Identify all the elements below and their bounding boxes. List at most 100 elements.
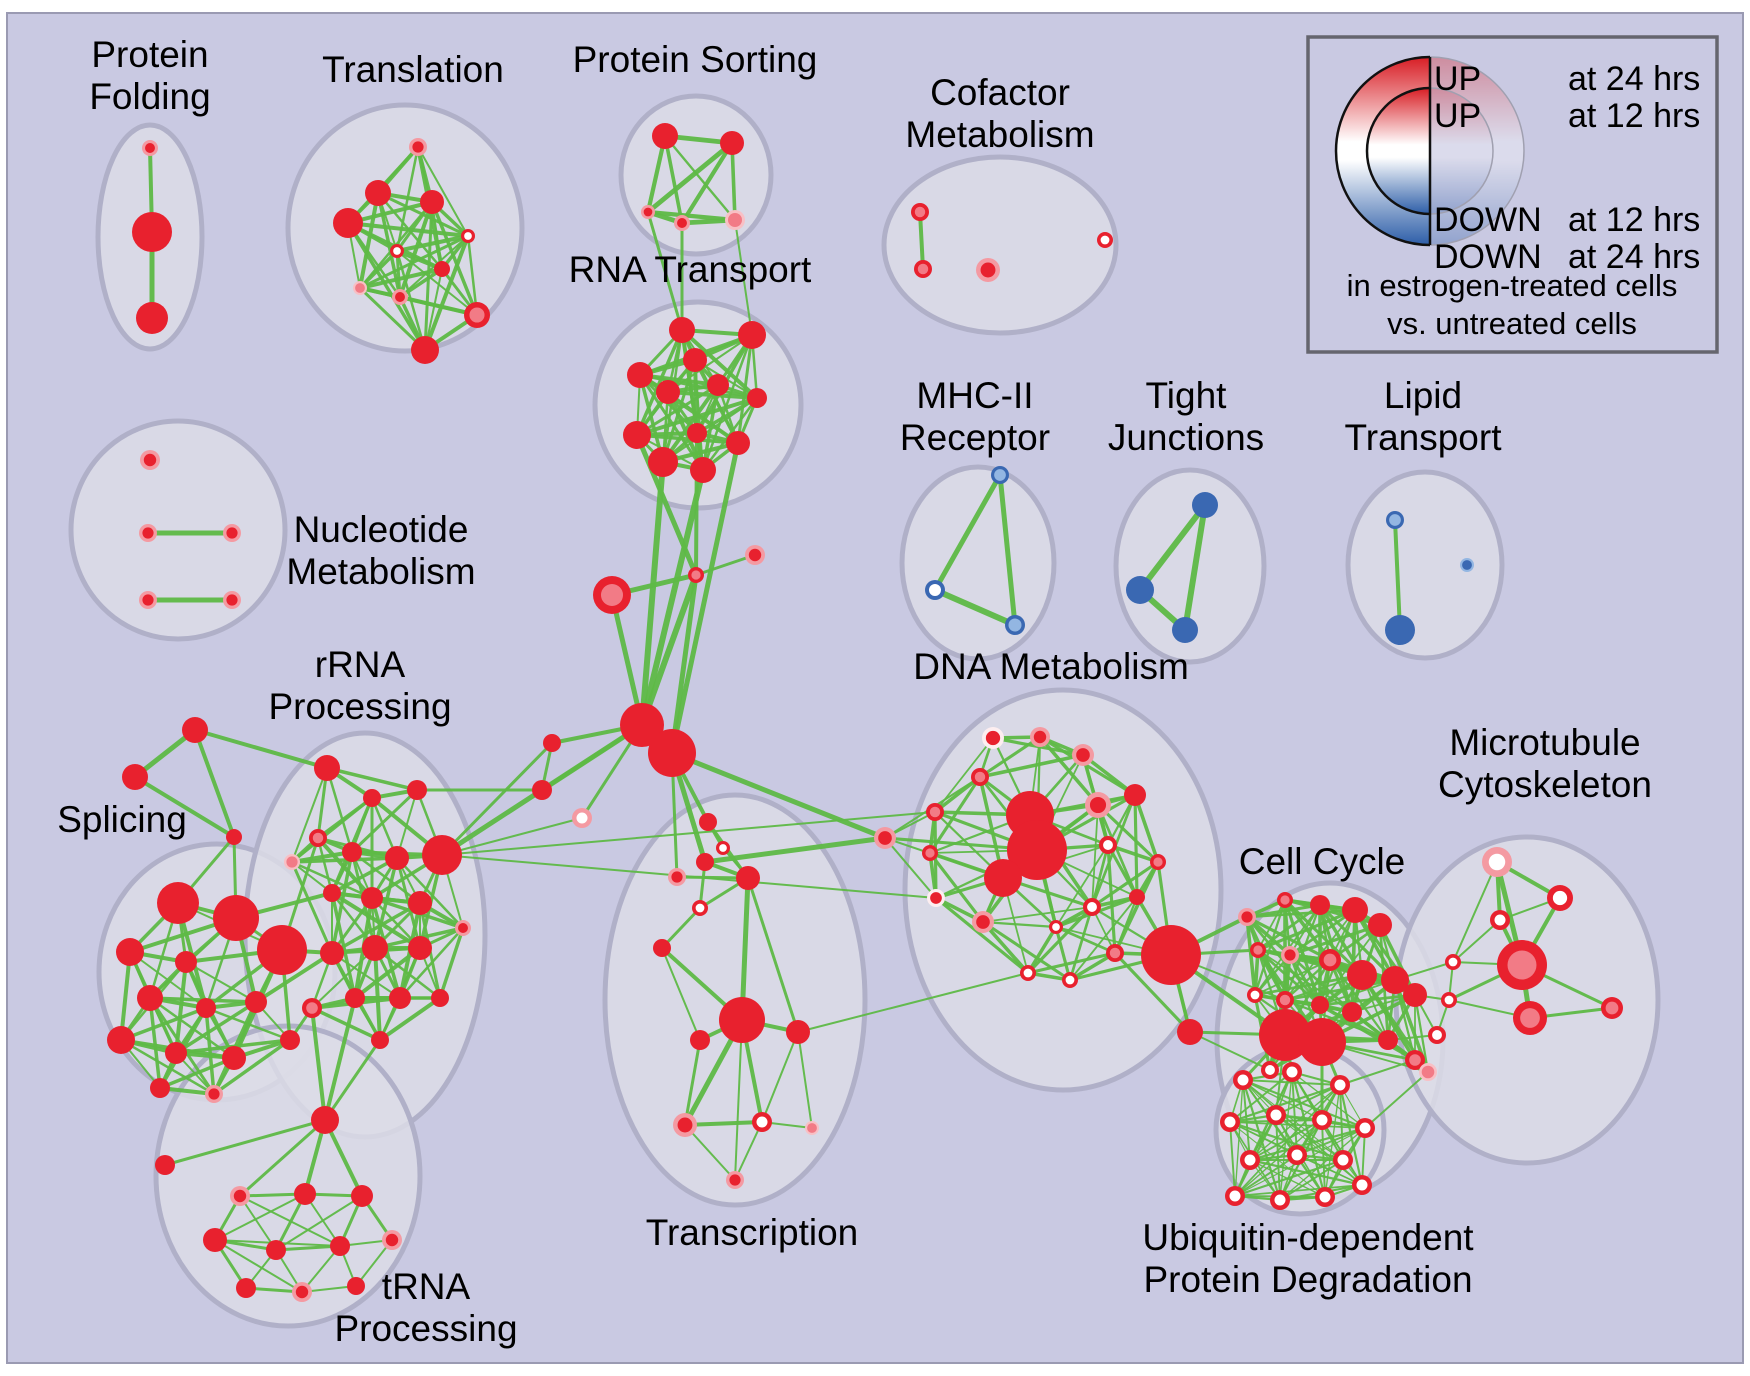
network-node-core-cofactor-1 (917, 263, 929, 275)
network-node-rna_transport-5 (656, 380, 680, 404)
edge-transcription (683, 1038, 702, 1127)
edge-rrna (310, 1006, 382, 1042)
edge-splicing (204, 1006, 216, 1096)
network-node-rrna-13 (362, 935, 388, 961)
network-node-rna_transport-10 (648, 447, 678, 477)
network-node-rrna-7 (422, 835, 462, 875)
cluster-label-transcription: Transcription (646, 1212, 858, 1253)
edge-translation (395, 249, 444, 271)
network-node-translation-6 (434, 261, 450, 277)
edge-translation (346, 221, 470, 238)
network-node-core-dna-4 (929, 806, 941, 818)
legend-box (1306, 35, 1719, 354)
edge-rrna (290, 860, 374, 900)
edge-lipid_transport (1393, 518, 1402, 632)
network-node-core-translation-4 (464, 232, 472, 240)
cluster-bubble-trna (153, 1023, 423, 1329)
cluster-label-ubiquitin: Protein Degradation (1143, 1259, 1472, 1300)
edge-dna (981, 920, 1058, 929)
edge-rna_transport (701, 383, 720, 472)
network-node-splicing-11 (280, 1030, 300, 1050)
cluster-label-rrna: Processing (268, 686, 451, 727)
edge-dna (978, 735, 1042, 779)
network-node-core-spine-7 (576, 812, 588, 824)
edge-transcription (683, 1120, 764, 1127)
edge-translation (358, 234, 470, 290)
network-node-translation-10 (411, 336, 439, 364)
network-node-core-trna-10 (295, 1285, 309, 1299)
edge-link-spine-rrna (440, 741, 554, 857)
edge-dna (1090, 843, 1110, 909)
edge-ubiquitin (1275, 1084, 1341, 1116)
cluster-label-tight_junctions: Tight (1146, 375, 1228, 416)
network-node-cell_cycle-2 (1310, 895, 1330, 915)
edge-cofactor (918, 210, 925, 271)
edge-spine (193, 728, 236, 839)
cluster-label-protein_folding: Protein (91, 34, 208, 75)
edge-trna (323, 1118, 364, 1198)
network-node-rrna-16 (389, 987, 411, 1009)
cluster-label-cofactor: Metabolism (905, 114, 1094, 155)
edge-rna_transport (661, 358, 697, 464)
network-node-core-rrna-3 (312, 832, 324, 844)
edge-splicing (148, 996, 162, 1090)
network-node-core-cofactor-0 (914, 206, 926, 218)
edge-rrna (330, 856, 399, 895)
edge-rrna (330, 850, 354, 955)
network-node-core-cell_cycle-5 (1253, 945, 1263, 955)
cluster-label-ubiquitin: Ubiquitin-dependent (1142, 1217, 1474, 1258)
network-node-rna_transport-1 (738, 321, 766, 349)
edge-cell_cycle (1245, 915, 1257, 997)
edge-ubiquitin (1248, 1126, 1367, 1162)
edge-dna (1106, 843, 1139, 899)
network-node-core-transcription-10 (729, 1174, 741, 1186)
edge-link-ubiquitin-cell_cycle (1339, 1059, 1416, 1086)
network-node-core-dna-3 (974, 771, 986, 783)
network-node-core-translation-5 (393, 247, 401, 255)
network-node-protein_folding-1 (132, 212, 172, 252)
edge-link-rna_transport-spine (669, 440, 741, 756)
network-node-rrna-19 (371, 1031, 389, 1049)
network-node-core-microtubule-6 (1520, 1008, 1540, 1028)
network-node-rrna-6 (385, 846, 409, 870)
edge-transcription (797, 1031, 813, 1129)
network-node-translation-3 (333, 208, 363, 238)
network-node-rna_transport-0 (669, 317, 695, 343)
network-node-rrna-5 (342, 842, 362, 862)
network-node-core-mhc-2 (1008, 618, 1022, 632)
network-node-rna_transport-2 (683, 348, 707, 372)
edge-dna (928, 775, 982, 855)
edge-cell_cycle (1254, 959, 1331, 996)
network-node-core-ubiquitin-10 (1229, 1190, 1241, 1202)
network-node-core-cell_cycle-20 (1421, 1065, 1435, 1079)
network-node-core-transcription-2 (695, 903, 705, 913)
edge-rrna (290, 860, 334, 955)
edge-translation (396, 250, 478, 316)
edge-cell_cycle (1253, 898, 1287, 997)
network-node-rrna-8 (323, 884, 341, 902)
edge-dna (981, 920, 1072, 982)
edge-cell_cycle (1283, 898, 1364, 977)
network-node-core-nucleotide-1 (142, 527, 154, 539)
edge-microtubule (1452, 861, 1498, 963)
network-node-core-microtubule-7 (1605, 1001, 1619, 1015)
network-node-trna-3 (294, 1183, 316, 1205)
layer-nodes (107, 123, 1623, 1302)
cluster-label-dna: DNA Metabolism (913, 646, 1189, 687)
edge-translation (358, 191, 380, 290)
edge-rrna (398, 926, 465, 1000)
network-node-transcription-0 (696, 853, 714, 871)
edge-protein_sorting (645, 140, 735, 215)
edge-rna_transport (666, 390, 759, 400)
edge-link-rrna-dna (441, 811, 936, 856)
network-node-core-protein_sorting-2 (643, 207, 653, 217)
network-node-tight_junctions-0 (1192, 492, 1218, 518)
network-node-lipid_transport-1 (1385, 615, 1415, 645)
network-node-cell_cycle-14 (1342, 1002, 1362, 1022)
edge-dna (1113, 895, 1139, 955)
edge-ubiquitin (1229, 1121, 1236, 1197)
edge-ubiquitin (1234, 1154, 1298, 1197)
network-node-core-dna-11 (930, 892, 942, 904)
network-node-core-spine-2 (748, 548, 762, 562)
